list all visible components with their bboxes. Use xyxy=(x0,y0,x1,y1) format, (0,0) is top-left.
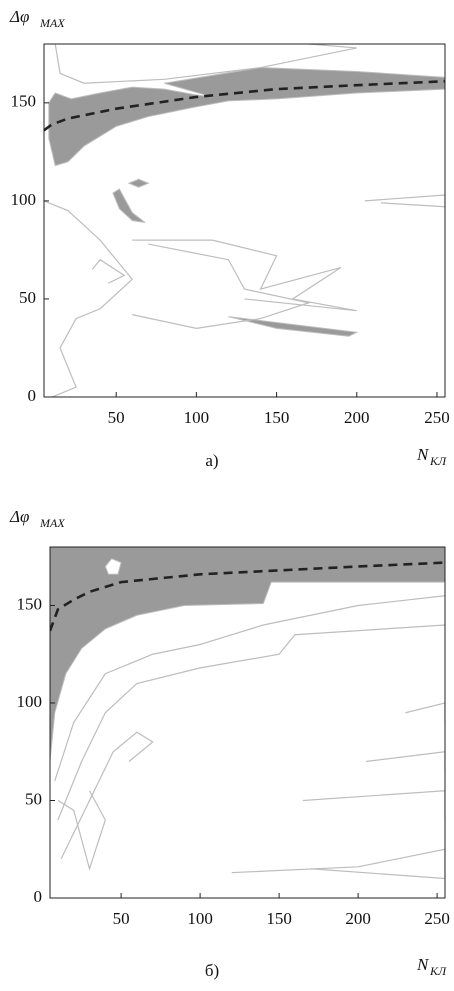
x-tick-label: 150 xyxy=(266,909,292,928)
x-axis-label: N xyxy=(416,445,430,464)
x-tick-label: 200 xyxy=(345,909,371,928)
plot-area xyxy=(50,547,445,880)
contour-line xyxy=(57,624,445,821)
x-tick-label: 100 xyxy=(187,909,213,928)
plot-area xyxy=(44,44,445,397)
x-axis-label-sub: КЛ xyxy=(429,964,447,978)
contour-line xyxy=(132,243,311,329)
y-tick-label: 50 xyxy=(25,789,42,808)
x-tick-label: 100 xyxy=(184,408,210,427)
x-tick-label: 50 xyxy=(113,909,130,928)
contour-line xyxy=(54,44,357,84)
plot-frame xyxy=(43,43,446,398)
y-axis-label: Δφ xyxy=(9,507,29,526)
caption: а) xyxy=(205,451,218,470)
y-tick-label: 100 xyxy=(17,692,43,711)
y-tick-label: 0 xyxy=(34,887,43,906)
contour-line xyxy=(364,194,445,208)
y-tick-label: 150 xyxy=(11,92,37,111)
x-tick-label: 200 xyxy=(344,408,370,427)
contour-line xyxy=(302,790,445,820)
contour-line xyxy=(57,790,106,871)
dashed-curve xyxy=(44,79,445,132)
x-axis-label: N xyxy=(416,955,430,974)
filled-region xyxy=(104,558,122,575)
y-axis-label-sub: MAX xyxy=(39,16,65,30)
filled-region xyxy=(112,188,146,223)
contour-line xyxy=(231,848,445,880)
plot-frame xyxy=(49,546,446,899)
dashed-curve xyxy=(50,561,445,632)
contour-line xyxy=(44,200,134,397)
y-tick-label: 150 xyxy=(17,594,43,613)
y-axis-label: Δφ xyxy=(9,7,29,26)
y-axis-label-sub: MAX xyxy=(39,516,65,530)
y-tick-label: 50 xyxy=(19,288,36,307)
contour-line xyxy=(365,751,445,772)
x-tick-label: 50 xyxy=(108,408,125,427)
filled-region xyxy=(228,316,359,337)
x-tick-label: 250 xyxy=(424,408,450,427)
filled-region xyxy=(48,67,445,167)
caption: б) xyxy=(205,961,219,980)
contour-line xyxy=(132,239,357,312)
x-tick-label: 150 xyxy=(264,408,290,427)
contour-line xyxy=(54,595,445,782)
filled-region xyxy=(127,178,150,188)
x-tick-label: 250 xyxy=(424,909,450,928)
y-tick-label: 100 xyxy=(11,190,37,209)
contour-line xyxy=(60,731,154,860)
contour-line xyxy=(91,258,126,284)
x-axis-label-sub: КЛ xyxy=(429,454,447,468)
contour-line xyxy=(405,702,445,723)
y-tick-label: 0 xyxy=(28,386,37,405)
filled-region xyxy=(50,547,445,762)
